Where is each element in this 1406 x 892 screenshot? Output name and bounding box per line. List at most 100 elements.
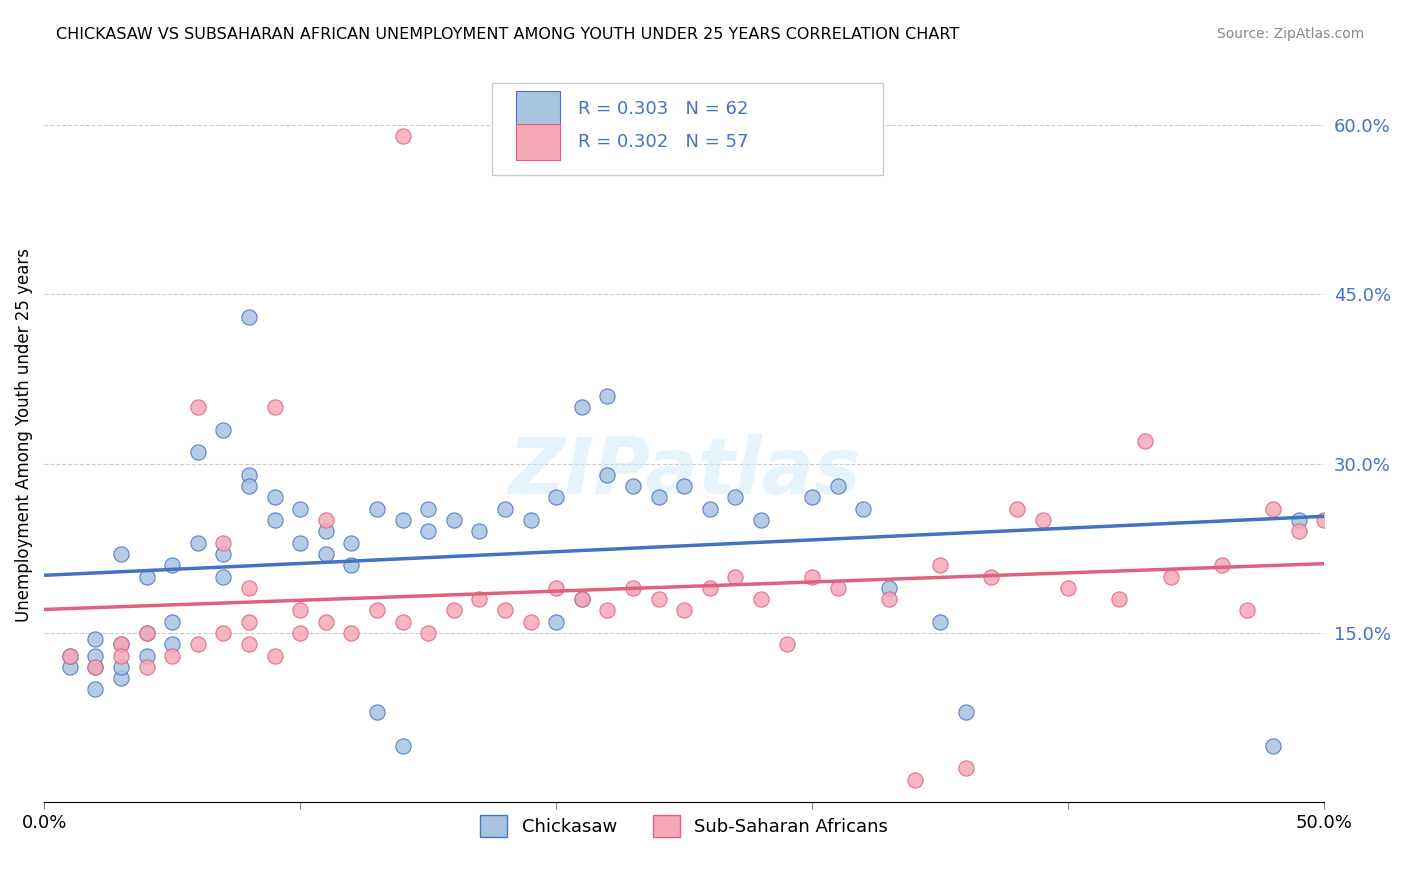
Point xyxy=(1057,581,1080,595)
Point xyxy=(571,400,593,414)
Point xyxy=(827,581,849,595)
Point xyxy=(416,501,439,516)
Point xyxy=(212,626,235,640)
Point xyxy=(903,772,925,787)
Point xyxy=(110,671,132,685)
Point xyxy=(468,524,491,539)
Point xyxy=(494,603,516,617)
Point xyxy=(187,445,209,459)
Point xyxy=(212,547,235,561)
Point xyxy=(160,637,183,651)
Point xyxy=(288,501,311,516)
Point xyxy=(238,467,260,482)
Point xyxy=(340,558,363,573)
Point xyxy=(110,648,132,663)
Point xyxy=(443,603,465,617)
Point xyxy=(519,615,541,629)
FancyBboxPatch shape xyxy=(492,83,883,175)
Point xyxy=(596,603,619,617)
Point xyxy=(315,513,337,527)
Point xyxy=(1160,569,1182,583)
Point xyxy=(955,705,977,719)
Point xyxy=(647,592,669,607)
Point xyxy=(673,479,696,493)
Point xyxy=(238,615,260,629)
Point xyxy=(340,626,363,640)
Point xyxy=(852,501,875,516)
Point xyxy=(699,501,721,516)
Point xyxy=(621,581,644,595)
Point xyxy=(84,660,107,674)
Point xyxy=(443,513,465,527)
Point xyxy=(416,524,439,539)
Point xyxy=(110,637,132,651)
Point xyxy=(1313,513,1336,527)
Point xyxy=(160,615,183,629)
Point xyxy=(315,615,337,629)
Point xyxy=(315,524,337,539)
Point xyxy=(84,682,107,697)
Point xyxy=(238,479,260,493)
Point xyxy=(571,592,593,607)
Text: ZIPatlas: ZIPatlas xyxy=(508,434,860,510)
Point xyxy=(59,648,82,663)
FancyBboxPatch shape xyxy=(516,90,560,128)
Point xyxy=(929,558,952,573)
Point xyxy=(391,129,413,144)
Point xyxy=(110,637,132,651)
Point xyxy=(801,491,824,505)
Point xyxy=(110,547,132,561)
Point xyxy=(340,535,363,549)
Point xyxy=(546,615,568,629)
Point xyxy=(160,558,183,573)
Point xyxy=(468,592,491,607)
Point xyxy=(1005,501,1028,516)
Point xyxy=(238,310,260,324)
Point xyxy=(288,603,311,617)
Point xyxy=(187,400,209,414)
Point xyxy=(59,648,82,663)
Text: CHICKASAW VS SUBSAHARAN AFRICAN UNEMPLOYMENT AMONG YOUTH UNDER 25 YEARS CORRELAT: CHICKASAW VS SUBSAHARAN AFRICAN UNEMPLOY… xyxy=(56,27,959,42)
Text: R = 0.303   N = 62: R = 0.303 N = 62 xyxy=(578,100,748,118)
Point xyxy=(724,491,747,505)
Y-axis label: Unemployment Among Youth under 25 years: Unemployment Among Youth under 25 years xyxy=(15,248,32,623)
Point xyxy=(699,581,721,595)
Point xyxy=(135,626,157,640)
Point xyxy=(212,423,235,437)
Point xyxy=(571,592,593,607)
Point xyxy=(621,479,644,493)
Point xyxy=(187,637,209,651)
Point xyxy=(84,648,107,663)
Point xyxy=(263,648,285,663)
Point xyxy=(84,660,107,674)
Point xyxy=(1288,513,1310,527)
Point xyxy=(59,660,82,674)
Point xyxy=(596,467,619,482)
Point xyxy=(84,632,107,646)
Point xyxy=(801,569,824,583)
Point xyxy=(135,648,157,663)
Point xyxy=(749,513,772,527)
Point xyxy=(263,513,285,527)
Text: Source: ZipAtlas.com: Source: ZipAtlas.com xyxy=(1216,27,1364,41)
Point xyxy=(673,603,696,617)
Point xyxy=(775,637,797,651)
Point xyxy=(366,705,388,719)
Point xyxy=(135,626,157,640)
Point xyxy=(596,389,619,403)
Point xyxy=(519,513,541,527)
Point xyxy=(366,603,388,617)
Point xyxy=(238,637,260,651)
Point xyxy=(315,547,337,561)
Point xyxy=(160,648,183,663)
Point xyxy=(1031,513,1053,527)
Point xyxy=(263,491,285,505)
Point xyxy=(416,626,439,640)
Point xyxy=(929,615,952,629)
Point xyxy=(1288,524,1310,539)
Point xyxy=(288,626,311,640)
FancyBboxPatch shape xyxy=(516,124,560,161)
Point xyxy=(366,501,388,516)
Point xyxy=(135,660,157,674)
Point xyxy=(955,761,977,775)
